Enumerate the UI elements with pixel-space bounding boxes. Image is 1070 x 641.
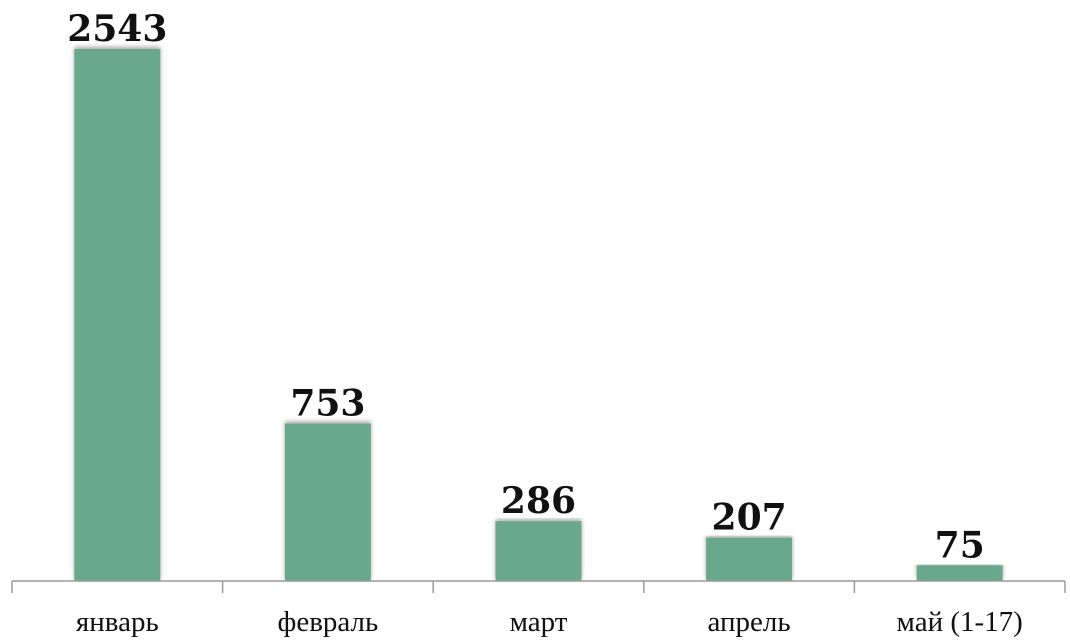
bar-0 (74, 49, 161, 581)
value-label-3: 207 (712, 497, 787, 539)
bars-layer (74, 49, 1003, 581)
category-label-1: февраль (278, 606, 379, 638)
value-label-1: 753 (290, 382, 365, 424)
x-axis (11, 580, 1066, 593)
category-label-2: март (510, 606, 568, 638)
value-label-2: 286 (501, 480, 576, 522)
bar-1 (284, 423, 371, 581)
category-label-3: апрель (708, 606, 791, 638)
category-label-0: январь (76, 606, 159, 638)
labels-layer: 2543 январь 753 февраль 286 март 207 апрель 75 ма… (67, 8, 1023, 638)
category-label-4: май (1-17) (897, 606, 1023, 638)
value-label-0: 2543 (67, 8, 167, 50)
bar-3 (706, 537, 793, 581)
bar-2 (495, 521, 582, 581)
value-label-4: 75 (935, 524, 985, 566)
bar-4 (916, 565, 1003, 581)
